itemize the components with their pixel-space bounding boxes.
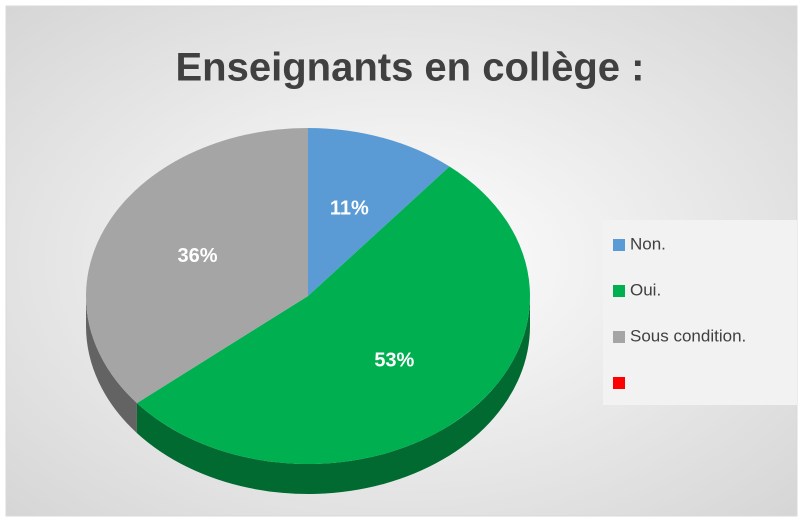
data-label: 36% bbox=[178, 245, 218, 267]
legend-swatch bbox=[613, 377, 625, 389]
legend-swatch bbox=[613, 285, 625, 297]
legend-swatch bbox=[613, 331, 625, 343]
legend-label: Non. bbox=[630, 234, 666, 253]
legend-swatch bbox=[613, 239, 625, 251]
data-label: 53% bbox=[374, 350, 414, 372]
slice bbox=[86, 128, 308, 404]
chart-title: Enseignants en collège : bbox=[175, 46, 644, 90]
legend-label: Oui. bbox=[630, 280, 661, 299]
slice bbox=[136, 166, 531, 465]
slice-side bbox=[136, 296, 531, 495]
slice-side bbox=[86, 296, 137, 434]
slice bbox=[308, 128, 450, 296]
legend bbox=[603, 220, 797, 405]
data-label: 11% bbox=[330, 197, 369, 219]
legend-label: Sous condition. bbox=[630, 326, 746, 345]
